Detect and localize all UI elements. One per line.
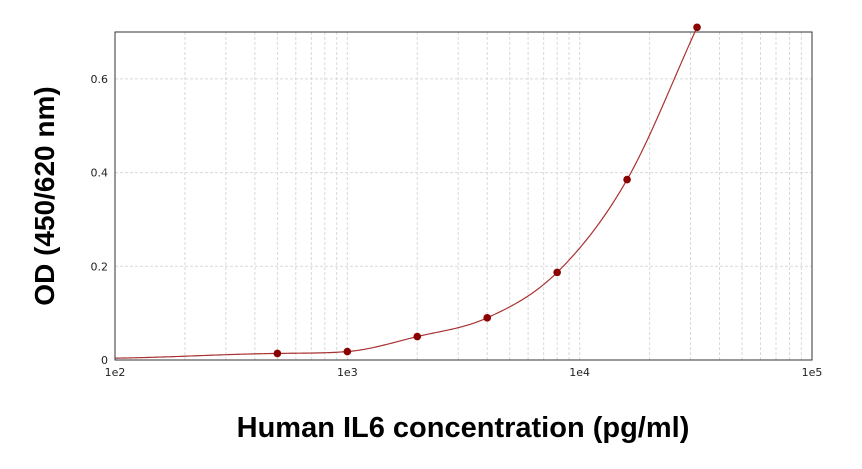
plot-frame (114, 31, 813, 361)
x-tick-label: 1e5 (802, 366, 823, 379)
y-tick-label: 0.2 (91, 260, 109, 273)
data-point (413, 332, 422, 341)
data-point (343, 347, 352, 356)
data-point (483, 314, 492, 322)
y-tick-label: 0.4 (91, 167, 109, 180)
y-tick-labels: 0 0.2 0.4 0.6 (91, 73, 109, 367)
data-points (273, 23, 701, 358)
x-tick-label: 1e2 (105, 366, 126, 379)
y-tick-label: 0.6 (91, 73, 109, 86)
data-point (623, 175, 631, 184)
data-point (693, 23, 701, 32)
y-tick-label: 0 (101, 354, 108, 367)
x-tick-labels: 1e2 1e3 1e4 1e5 (105, 366, 823, 379)
fit-curve (114, 27, 698, 359)
data-point (553, 268, 561, 277)
x-tick-label: 1e3 (337, 366, 358, 379)
data-point (273, 349, 282, 358)
grid-lines (115, 32, 812, 360)
y-axis-title: OD (450/620 nm) (29, 86, 60, 305)
x-axis-title: Human IL6 concentration (pg/ml) (237, 412, 690, 444)
x-tick-label: 1e4 (569, 366, 590, 379)
